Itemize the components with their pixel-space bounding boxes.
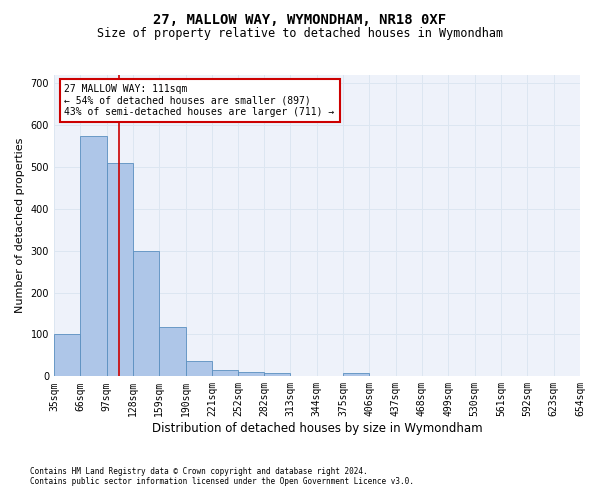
Y-axis label: Number of detached properties: Number of detached properties [15,138,25,314]
X-axis label: Distribution of detached houses by size in Wymondham: Distribution of detached houses by size … [152,422,482,435]
Bar [238,372,264,376]
Text: 27 MALLOW WAY: 111sqm
← 54% of detached houses are smaller (897)
43% of semi-det: 27 MALLOW WAY: 111sqm ← 54% of detached … [64,84,335,117]
Bar [343,374,369,376]
Bar [160,328,185,376]
Bar [185,361,212,376]
Text: 27, MALLOW WAY, WYMONDHAM, NR18 0XF: 27, MALLOW WAY, WYMONDHAM, NR18 0XF [154,12,446,26]
Bar [264,374,290,376]
Bar [133,251,160,376]
Bar [107,163,133,376]
Text: Contains public sector information licensed under the Open Government Licence v3: Contains public sector information licen… [30,477,414,486]
Text: Size of property relative to detached houses in Wymondham: Size of property relative to detached ho… [97,28,503,40]
Bar [212,370,238,376]
Text: Contains HM Land Registry data © Crown copyright and database right 2024.: Contains HM Land Registry data © Crown c… [30,467,368,476]
Bar [80,136,107,376]
Bar [54,334,80,376]
